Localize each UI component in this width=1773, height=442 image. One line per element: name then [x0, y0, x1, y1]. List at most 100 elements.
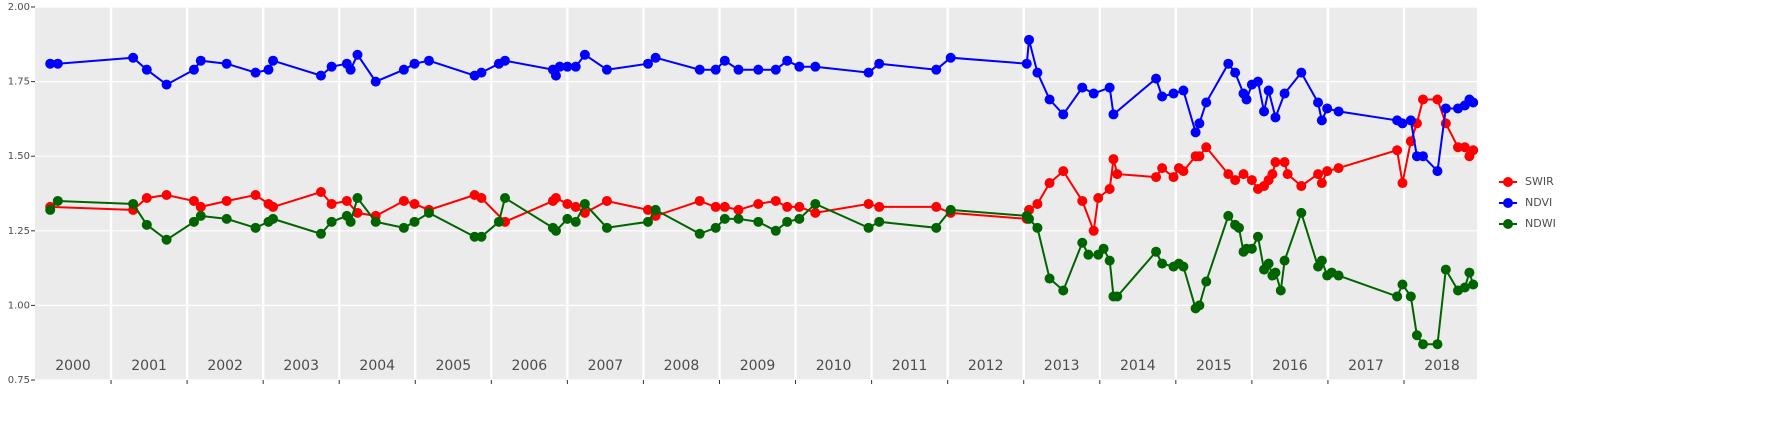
x-tick-label: 2005 — [435, 358, 471, 374]
data-point — [931, 201, 942, 212]
data-point — [719, 213, 730, 224]
data-point — [268, 55, 279, 66]
x-tick-label: 2016 — [1272, 358, 1308, 374]
data-point — [352, 49, 363, 60]
data-point — [770, 225, 781, 236]
data-point — [1411, 330, 1422, 341]
data-point — [195, 55, 206, 66]
data-point — [579, 49, 590, 60]
data-point — [1151, 172, 1162, 183]
x-tick-label: 2000 — [55, 358, 91, 374]
data-point — [1241, 94, 1252, 105]
data-point — [1230, 67, 1241, 78]
data-point — [1024, 213, 1035, 224]
data-point — [409, 198, 420, 209]
data-point — [863, 222, 874, 233]
x-tick-label: 2013 — [1044, 358, 1080, 374]
data-point — [1282, 169, 1293, 180]
data-point — [1024, 34, 1035, 45]
data-point — [1432, 166, 1443, 177]
data-point — [423, 207, 434, 218]
x-tick-label: 2017 — [1348, 358, 1384, 374]
legend-key-point — [1503, 219, 1513, 229]
data-point — [1296, 207, 1307, 218]
legend-key-point — [1503, 177, 1513, 187]
legend-label: NDVI — [1525, 196, 1552, 209]
data-point — [1151, 73, 1162, 84]
data-point — [694, 64, 705, 75]
data-point — [1440, 118, 1451, 129]
data-point — [1112, 291, 1123, 302]
data-point — [1252, 76, 1263, 87]
data-point — [45, 58, 56, 69]
data-point — [476, 192, 487, 203]
data-point — [128, 52, 139, 63]
data-point — [794, 213, 805, 224]
data-point — [1440, 264, 1451, 275]
data-point — [161, 189, 172, 200]
data-point — [141, 192, 152, 203]
data-point — [1392, 291, 1403, 302]
data-point — [1230, 175, 1241, 186]
y-tick-label: 1.00 — [8, 300, 30, 311]
data-point — [500, 55, 511, 66]
data-point — [221, 58, 232, 69]
data-point — [370, 216, 381, 227]
data-point — [874, 58, 885, 69]
data-point — [161, 79, 172, 90]
data-point — [694, 228, 705, 239]
data-point — [341, 195, 352, 206]
data-point — [719, 201, 730, 212]
y-tick-label: 0.75 — [8, 375, 30, 386]
data-point — [1157, 91, 1168, 102]
data-point — [1104, 255, 1115, 266]
data-point — [352, 192, 363, 203]
data-point — [1223, 169, 1234, 180]
data-point — [562, 213, 573, 224]
x-tick-label: 2014 — [1120, 358, 1156, 374]
data-point — [643, 216, 654, 227]
data-point — [1252, 231, 1263, 242]
data-point — [1459, 282, 1470, 293]
data-point — [1201, 97, 1212, 108]
data-point — [476, 231, 487, 242]
data-point — [345, 216, 356, 227]
data-point — [782, 55, 793, 66]
data-point — [326, 198, 337, 209]
data-point — [1093, 192, 1104, 203]
x-tick-label: 2003 — [283, 358, 319, 374]
y-tick-label: 1.50 — [8, 151, 30, 162]
data-point — [643, 204, 654, 215]
data-point — [863, 198, 874, 209]
data-point — [476, 67, 487, 78]
x-tick-label: 2012 — [968, 358, 1004, 374]
data-point — [1316, 178, 1327, 189]
data-point — [1418, 151, 1429, 162]
data-point — [161, 234, 172, 245]
data-point — [1058, 109, 1069, 120]
data-point — [1296, 181, 1307, 192]
x-tick-label: 2007 — [588, 358, 624, 374]
x-tick-label: 2008 — [664, 358, 700, 374]
y-tick-label: 2.00 — [8, 2, 30, 13]
data-point — [469, 231, 480, 242]
data-point — [1201, 276, 1212, 287]
y-tick-label: 1.75 — [8, 77, 30, 88]
data-point — [1418, 339, 1429, 350]
x-tick-label: 2002 — [207, 358, 243, 374]
data-point — [1270, 112, 1281, 123]
data-point — [409, 216, 420, 227]
data-point — [1316, 255, 1327, 266]
data-point — [352, 207, 363, 218]
data-point — [1392, 145, 1403, 156]
data-point — [1259, 106, 1270, 117]
data-point — [1440, 103, 1451, 114]
data-point — [1223, 210, 1234, 221]
data-point — [409, 58, 420, 69]
data-point — [945, 204, 956, 215]
data-point — [733, 204, 744, 215]
data-point — [945, 52, 956, 63]
data-point — [1044, 94, 1055, 105]
x-tick-label: 2004 — [359, 358, 395, 374]
data-point — [1168, 88, 1179, 99]
